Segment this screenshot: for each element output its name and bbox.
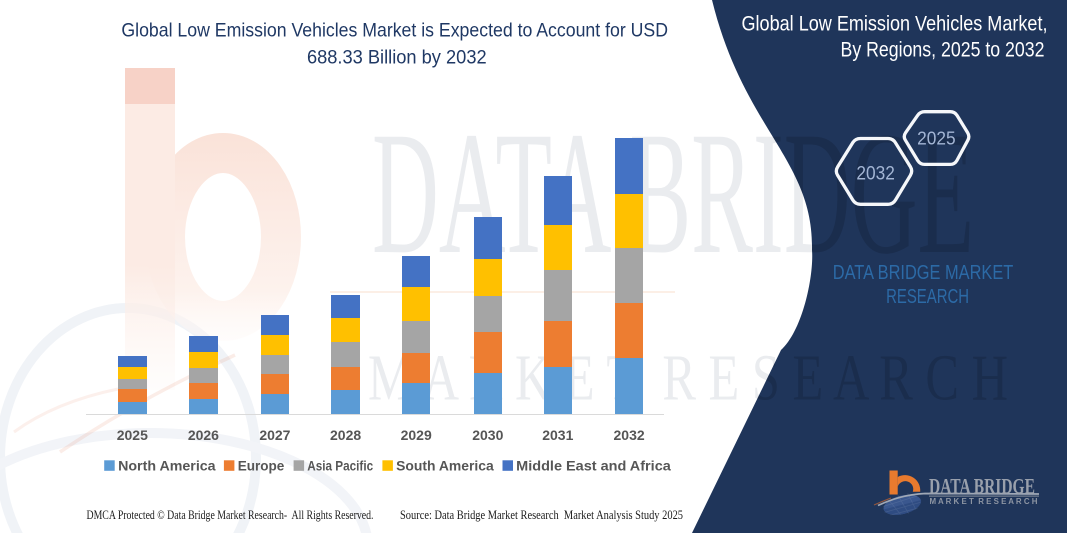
svg-text:M A R K E T R E S E A R C H: M A R K E T R E S E A R C H bbox=[930, 497, 1038, 506]
svg-text:DATA BRIDGE MARKET: DATA BRIDGE MARKET bbox=[833, 262, 1014, 284]
svg-text:DATA BRIDGE: DATA BRIDGE bbox=[929, 474, 1035, 499]
svg-text:2032: 2032 bbox=[856, 163, 895, 184]
svg-text:688.33 Billion by 2032: 688.33 Billion by 2032 bbox=[307, 47, 487, 69]
svg-text:Europe: Europe bbox=[238, 457, 285, 473]
svg-text:Middle East and Africa: Middle East and Africa bbox=[516, 457, 671, 473]
svg-text:South America: South America bbox=[396, 457, 494, 473]
svg-text:Global Low Emission Vehicles M: Global Low Emission Vehicles Market, bbox=[742, 13, 1048, 36]
svg-text:Asia Pacific: Asia Pacific bbox=[307, 457, 373, 473]
svg-text:2025: 2025 bbox=[917, 127, 956, 148]
svg-text:DMCA Protected © Data Bridge M: DMCA Protected © Data Bridge Market Rese… bbox=[87, 507, 374, 522]
svg-text:Global Low Emission Vehicles M: Global Low Emission Vehicles Market is E… bbox=[121, 20, 668, 42]
svg-text:RESEARCH: RESEARCH bbox=[886, 286, 969, 308]
svg-text:North America: North America bbox=[118, 457, 216, 473]
svg-text:By Regions, 2025 to 2032: By Regions, 2025 to 2032 bbox=[841, 38, 1045, 61]
svg-text:Source: Data Bridge Market Res: Source: Data Bridge Market Research Mark… bbox=[400, 507, 683, 522]
